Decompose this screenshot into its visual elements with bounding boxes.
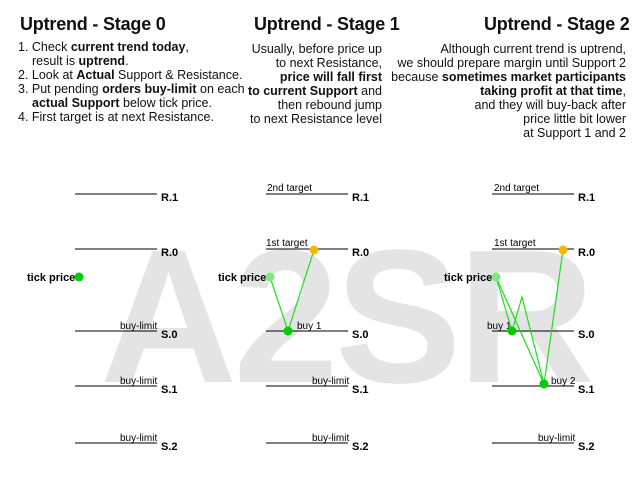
s1-label: S.1 xyxy=(161,384,178,396)
step4: 4. First target is at next Resistance. xyxy=(18,110,214,124)
stage0-title: Uptrend - Stage 0 xyxy=(20,14,166,34)
target2-label: 2nd target xyxy=(494,183,539,194)
stage2-line4: taking profit at that time, xyxy=(480,84,626,98)
tick-price-dot xyxy=(74,272,84,282)
r1-label: R.1 xyxy=(352,192,369,204)
s1-label: S.1 xyxy=(578,384,595,396)
buy2-label: buy 2 xyxy=(551,376,576,387)
buy1-dot xyxy=(507,326,517,336)
s1-label: S.1 xyxy=(352,384,369,396)
panel-stage2: R.1 R.0 S.0 S.1 S.2 2nd target 1st targe… xyxy=(444,183,595,453)
s0-label: S.0 xyxy=(352,329,369,341)
stage1-title: Uptrend - Stage 1 xyxy=(254,14,400,34)
target1-dot xyxy=(558,245,568,255)
r0-label: R.0 xyxy=(578,247,595,259)
tick-price-label: tick price xyxy=(218,272,266,284)
step1b: result is uptrend. xyxy=(32,54,129,68)
tick-price-label: tick price xyxy=(27,272,75,284)
step3b: actual Support below tick price. xyxy=(32,96,212,110)
buy-limit-s0: buy-limit xyxy=(120,321,157,332)
r0-label: R.0 xyxy=(161,247,178,259)
buy-limit-s2: buy-limit xyxy=(312,433,349,444)
stage2-line5: and they will buy-back after xyxy=(474,98,626,112)
buy-limit-s2: buy-limit xyxy=(120,433,157,444)
price-path xyxy=(269,249,315,333)
target2-label: 2nd target xyxy=(267,183,312,194)
buy1-dot xyxy=(283,326,293,336)
s0-label: S.0 xyxy=(161,329,178,341)
buy1-label: buy 1 xyxy=(487,321,512,332)
stage2-line2: we should prepare margin until Support 2 xyxy=(397,56,626,70)
s2-label: S.2 xyxy=(352,441,369,453)
buy-limit-s1: buy-limit xyxy=(120,376,157,387)
buy-limit-s2: buy-limit xyxy=(538,433,575,444)
stage2-line1: Although current trend is uptrend, xyxy=(440,42,626,56)
stage2-line6: price little bit lower xyxy=(523,112,626,126)
stage2-text: Although current trend is uptrend, we sh… xyxy=(380,42,626,140)
buy1-label: buy 1 xyxy=(297,321,322,332)
buy-limit-s1: buy-limit xyxy=(312,376,349,387)
s2-label: S.2 xyxy=(578,441,595,453)
stage2-title: Uptrend - Stage 2 xyxy=(484,14,630,34)
stage1-line4: to current Support and xyxy=(247,84,382,98)
stage1-line5: then rebound jump xyxy=(277,98,382,112)
price-path-alt xyxy=(495,276,545,385)
r0-label: R.0 xyxy=(352,247,369,259)
step2: 2. Look at Actual Support & Resistance. xyxy=(18,68,243,82)
panel-stage1: R.1 R.0 S.0 S.1 S.2 2nd target 1st targe… xyxy=(218,183,369,453)
target1-label: 1st target xyxy=(266,238,308,249)
stage1-line2: to next Resistance, xyxy=(275,56,382,70)
stage1-line6: to next Resistance level xyxy=(249,112,382,126)
s2-label: S.2 xyxy=(161,441,178,453)
panel-stage0: R.1 R.0 S.0 S.1 S.2 buy-limit buy-limit … xyxy=(27,192,178,453)
stage1-line3: price will fall first xyxy=(279,70,382,84)
stage2-line3: because sometimes market participants xyxy=(391,70,626,84)
buy2-dot xyxy=(539,379,549,389)
stage0-steps: 1. Check current trend today, result is … xyxy=(18,40,258,124)
tick-price-dot xyxy=(265,272,275,282)
target1-dot xyxy=(309,245,319,255)
step1: 1. Check current trend today, xyxy=(18,40,189,54)
r1-label: R.1 xyxy=(161,192,178,204)
watermark: A2SR xyxy=(100,211,595,423)
r1-label: R.1 xyxy=(578,192,595,204)
s0-label: S.0 xyxy=(578,329,595,341)
step3: 3. Put pending orders buy-limit on each xyxy=(18,82,245,96)
stage2-line7: at Support 1 and 2 xyxy=(523,126,626,140)
target1-label: 1st target xyxy=(494,238,536,249)
price-path xyxy=(495,249,564,385)
tick-price-dot xyxy=(491,272,501,282)
stage1-text: Usually, before price up to next Resista… xyxy=(230,42,382,126)
tick-price-label: tick price xyxy=(444,272,492,284)
stage1-line1: Usually, before price up xyxy=(251,42,382,56)
